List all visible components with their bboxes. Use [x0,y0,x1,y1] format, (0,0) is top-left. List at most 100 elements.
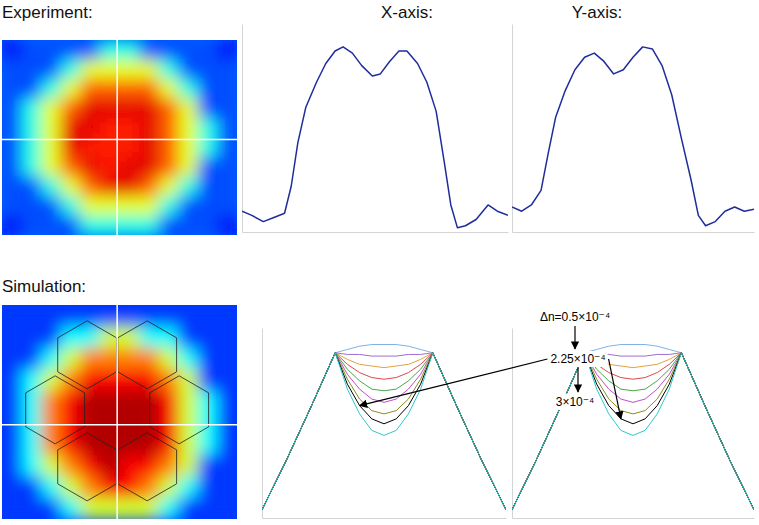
heatmap-cell [22,60,43,81]
heatmap-cell [178,348,199,370]
annotation: 2.25×10⁻⁴ [550,352,605,366]
heatmap-cell [139,118,160,139]
heatmap-cell [198,476,219,498]
arrow [574,326,575,349]
heatmap-cell [159,433,180,455]
heatmap-cell [178,79,199,100]
axis-line [263,518,507,519]
profile-line [512,353,754,510]
x-axis [513,232,755,233]
panel-title: Simulation: [2,277,86,296]
y-axis [262,329,263,519]
heatmap-cell [22,216,43,236]
heatmap-cell [178,391,199,413]
heatmap-cell [217,369,237,391]
heatmap-cell [2,412,23,434]
heatmap-cell [120,326,141,348]
heatmap-cell [198,40,219,61]
heatmap-cell [217,455,237,477]
heatmap-cell [139,326,160,348]
arrows [360,326,621,419]
heatmap-cell [120,348,141,370]
y-axis [512,25,513,233]
annotation: Δn=0.5×10⁻⁴ [540,310,610,324]
heatmap-cell [159,118,180,139]
heatmap-cell [120,177,141,198]
heatmap [2,305,237,519]
heatmap-cell [22,138,43,159]
heatmap-cell [178,99,199,120]
heatmap-cell [217,177,237,198]
profile-line [512,353,754,510]
heatmap-cell [198,99,219,120]
profile-line [262,353,506,510]
heatmap-ground [2,305,237,519]
profile-line [242,47,508,228]
heatmap-cell [178,40,199,61]
plot-area [512,345,754,510]
heatmap-cell [41,40,62,61]
profile-line [512,353,754,510]
heatmap-cell [2,326,23,348]
heatmap-cell [22,40,43,61]
profile-line [262,353,506,510]
heatmap-cell [139,348,160,370]
heatmap-cell [120,433,141,455]
profile-line [262,353,506,510]
heatmap-cell [120,196,141,217]
heatmap-cell [159,455,180,477]
annotations: Δn=0.5×10⁻⁴2.25×10⁻⁴3×10⁻⁴ [360,309,621,419]
heatmap-cell [217,498,237,519]
heatmap-cell [178,60,199,81]
heatmap-cell [2,433,23,455]
heatmap-cell [198,79,219,100]
panel-title: X-axis: [381,3,433,22]
heatmap-cell [198,177,219,198]
heatmap-cell [217,138,237,159]
heatmap-cell [159,177,180,198]
heatmap-cell [22,476,43,498]
heatmap-cell [178,326,199,348]
x-axis [243,232,509,233]
heatmap-cell [80,216,101,236]
heatmap-cell [139,79,160,100]
heatmap-cell [22,412,43,434]
heatmap-cell [61,348,82,370]
heatmap-cell [2,476,23,498]
heatmap-cell [41,391,62,413]
heatmap-cell [139,40,160,61]
heatmap-cell [139,60,160,81]
figure: Experiment:X-axis:Y-axis:Simulation:Δn=0… [0,0,759,525]
heatmap-cell [178,138,199,159]
heatmap-cell [178,157,199,178]
heatmap-cell [159,305,180,327]
heatmap-cell [217,326,237,348]
heatmap-cell [22,177,43,198]
heatmap-cell [22,326,43,348]
heatmap-cell [159,99,180,120]
heatmap-cell [159,476,180,498]
axis-line [242,25,243,233]
heatmap-cell [217,305,237,327]
heatmap-cell [2,79,23,100]
heatmap-cell [61,216,82,236]
heatmap-cell [139,455,160,477]
heatmap-cell [139,99,160,120]
heatmap-cell [120,138,141,159]
heatmap-cell [2,60,23,81]
x-axis [513,518,755,519]
heatmap-cell [80,60,101,81]
heatmap-cell [61,138,82,159]
heatmap-cell [120,455,141,477]
heatmap-cell [22,305,43,327]
heatmap-cell [41,138,62,159]
heatmap-cell [139,433,160,455]
heatmap-cell [41,412,62,434]
heatmap-cell [80,369,101,391]
heatmap-cell [159,138,180,159]
heatmap-cell [198,433,219,455]
heatmap-cell [120,118,141,139]
heatmap-cell [120,412,141,434]
heatmap-cell [178,118,199,139]
heatmap-cell [80,326,101,348]
